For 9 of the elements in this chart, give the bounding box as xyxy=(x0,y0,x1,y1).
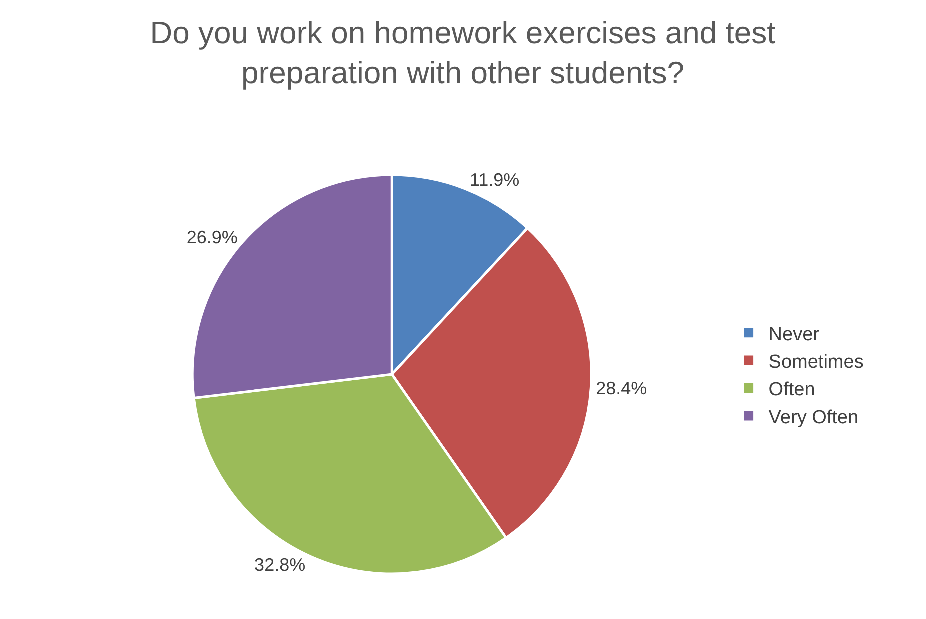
data-label: 26.9% xyxy=(186,228,238,248)
data-label: 11.9% xyxy=(470,170,520,190)
data-label: 32.8% xyxy=(254,554,306,575)
legend-label: Often xyxy=(768,380,816,401)
legend-label: Very Often xyxy=(768,407,859,428)
data-label: 28.4% xyxy=(596,378,648,398)
legend-label: Never xyxy=(768,324,820,346)
legend-label: Sometimes xyxy=(768,352,864,373)
chart-title: Do you work on homework exercises and test preparation with other students? xyxy=(150,15,776,91)
